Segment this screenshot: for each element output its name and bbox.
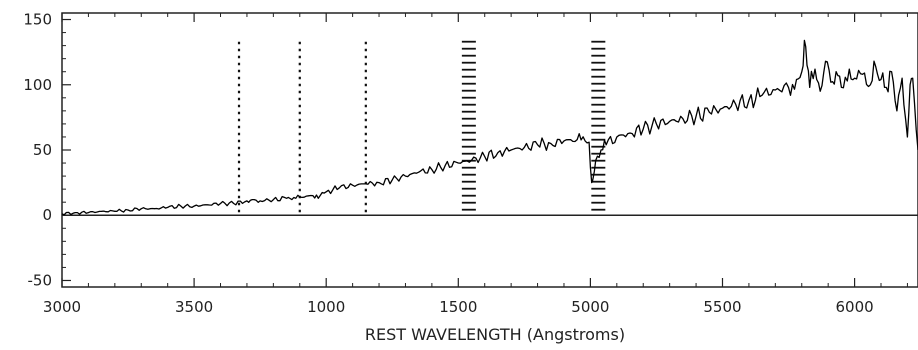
line-markers	[237, 40, 606, 216]
x-tick-label: 5000	[571, 298, 609, 316]
x-tick-label: 5500	[703, 298, 741, 316]
y-tick-label: 100	[23, 76, 52, 94]
line-marker-band	[461, 40, 476, 211]
x-tick-label: 6000	[835, 298, 873, 316]
x-axis-title: REST WAVELENGTH (Angstroms)	[365, 325, 625, 344]
x-tick-labels: 3000 3500 1000 1500 5000 5500 6000	[43, 298, 874, 316]
x-tick-label: 3500	[175, 298, 213, 316]
x-tick-label: 1000	[307, 298, 345, 316]
y-tick-labels: -50 0 50 100 150	[23, 11, 52, 290]
y-tick-label: -50	[28, 271, 53, 289]
line-marker-band	[591, 40, 606, 211]
y-tick-label: 50	[33, 141, 52, 159]
spectrum-line	[61, 39, 918, 216]
x-tick-label: 3000	[43, 298, 81, 316]
y-tick-label: 150	[23, 11, 52, 29]
plot-frame	[61, 12, 918, 288]
y-tick-label: 0	[42, 206, 52, 224]
x-tick-label: 1500	[439, 298, 477, 316]
axis-ticks	[61, 13, 908, 287]
